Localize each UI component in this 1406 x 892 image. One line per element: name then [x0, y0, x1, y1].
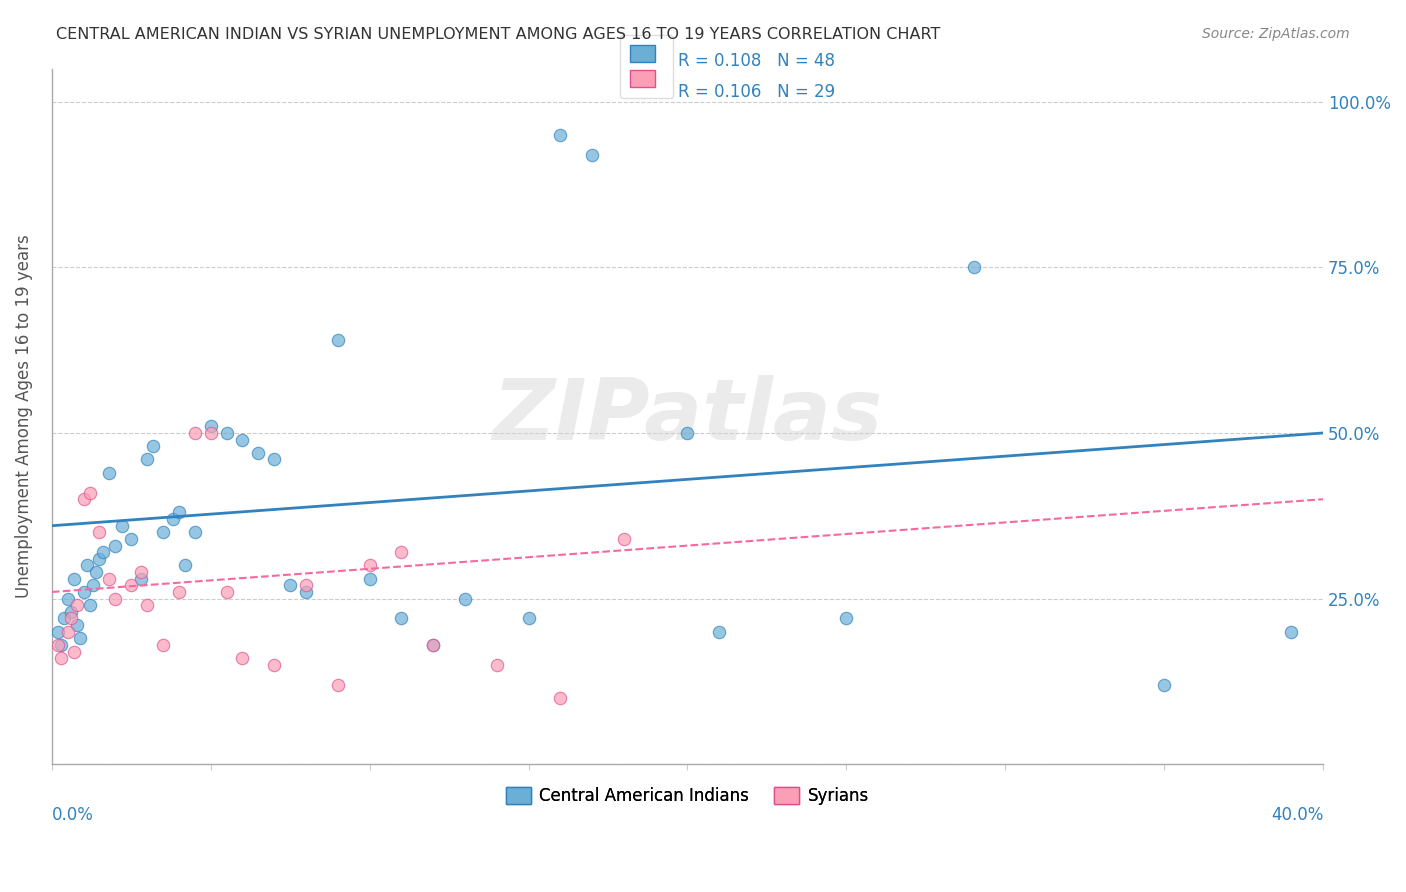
Point: [962, 260, 984, 275]
Point: [215, 585, 238, 599]
Point: [1279, 624, 1302, 639]
Point: [295, 578, 318, 592]
Point: [676, 425, 699, 440]
Point: [76, 558, 98, 573]
Text: ZIPatlas: ZIPatlas: [492, 375, 883, 458]
Point: [59, 605, 82, 619]
Text: 40.0%: 40.0%: [1271, 806, 1323, 824]
Point: [174, 558, 197, 573]
Text: 0.0%: 0.0%: [52, 806, 94, 824]
Point: [454, 591, 477, 606]
Point: [247, 446, 270, 460]
Point: [215, 425, 238, 440]
Point: [53, 611, 76, 625]
Point: [89, 552, 111, 566]
Point: [142, 439, 165, 453]
Point: [263, 452, 285, 467]
Point: [89, 525, 111, 540]
Point: [82, 578, 104, 592]
Point: [79, 485, 101, 500]
Point: [359, 558, 381, 573]
Point: [79, 599, 101, 613]
Point: [263, 657, 285, 672]
Point: [72, 585, 94, 599]
Point: [72, 492, 94, 507]
Point: [485, 657, 508, 672]
Point: [129, 565, 152, 579]
Point: [104, 591, 127, 606]
Y-axis label: Unemployment Among Ages 16 to 19 years: Unemployment Among Ages 16 to 19 years: [15, 235, 32, 599]
Point: [295, 585, 318, 599]
Point: [120, 578, 142, 592]
Text: R = 0.108   N = 48: R = 0.108 N = 48: [678, 52, 835, 70]
Point: [152, 525, 174, 540]
Point: [51, 651, 73, 665]
Point: [111, 518, 134, 533]
Point: [136, 452, 159, 467]
Point: [278, 578, 301, 592]
Point: [835, 611, 858, 625]
Point: [162, 512, 184, 526]
Legend: Central American Indians, Syrians: Central American Indians, Syrians: [499, 780, 876, 812]
Point: [69, 632, 91, 646]
Point: [422, 638, 444, 652]
Point: [613, 532, 636, 546]
Point: [231, 651, 253, 665]
Point: [550, 691, 572, 706]
Point: [59, 611, 82, 625]
Point: [581, 147, 603, 161]
Point: [136, 599, 159, 613]
Point: [184, 525, 207, 540]
Point: [326, 678, 349, 692]
Text: R = 0.106   N = 29: R = 0.106 N = 29: [678, 83, 835, 101]
Point: [167, 585, 190, 599]
Point: [184, 425, 207, 440]
Text: CENTRAL AMERICAN INDIAN VS SYRIAN UNEMPLOYMENT AMONG AGES 16 TO 19 YEARS CORRELA: CENTRAL AMERICAN INDIAN VS SYRIAN UNEMPL…: [56, 27, 941, 42]
Point: [129, 572, 152, 586]
Point: [63, 645, 86, 659]
Point: [66, 599, 89, 613]
Point: [63, 572, 86, 586]
Point: [97, 572, 120, 586]
Point: [46, 638, 69, 652]
Point: [91, 545, 114, 559]
Point: [84, 565, 107, 579]
Point: [1153, 678, 1175, 692]
Point: [152, 638, 174, 652]
Point: [66, 618, 89, 632]
Point: [422, 638, 444, 652]
Point: [56, 624, 79, 639]
Point: [517, 611, 540, 625]
Point: [231, 433, 253, 447]
Point: [326, 333, 349, 347]
Point: [389, 611, 412, 625]
Point: [200, 425, 222, 440]
Point: [550, 128, 572, 142]
Text: Source: ZipAtlas.com: Source: ZipAtlas.com: [1202, 27, 1350, 41]
Point: [389, 545, 412, 559]
Point: [200, 419, 222, 434]
Point: [709, 624, 731, 639]
Point: [120, 532, 142, 546]
Point: [359, 572, 381, 586]
Point: [51, 638, 73, 652]
Point: [104, 539, 127, 553]
Point: [97, 466, 120, 480]
Point: [56, 591, 79, 606]
Point: [167, 506, 190, 520]
Point: [46, 624, 69, 639]
